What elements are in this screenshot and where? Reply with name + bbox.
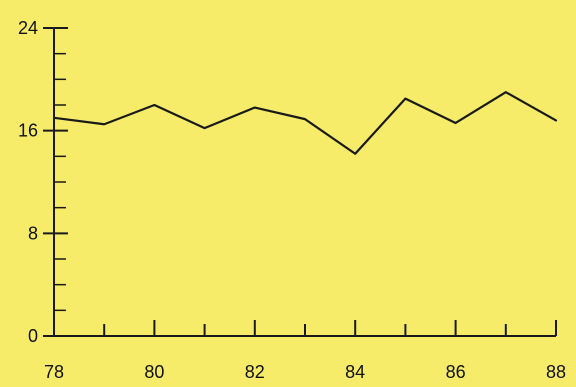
series-layer <box>52 91 558 155</box>
axes <box>53 28 556 337</box>
y-tick-label: 24 <box>18 18 38 38</box>
y-minor-ticks <box>54 52 66 312</box>
y-tick-labels: 0 8 16 24 <box>18 18 38 346</box>
x-tick-label: 88 <box>546 362 566 382</box>
x-tick-label: 82 <box>245 362 265 382</box>
x-tick-label: 86 <box>446 362 466 382</box>
y-tick-label: 0 <box>28 326 38 346</box>
x-tick-label: 84 <box>345 362 365 382</box>
x-tick-label: 78 <box>44 362 64 382</box>
y-tick-label: 16 <box>18 121 38 141</box>
x-tick-labels: 78 80 82 84 86 88 <box>44 362 566 382</box>
y-major-ticks <box>43 27 68 337</box>
y-tick-label: 8 <box>28 223 38 243</box>
series-line <box>52 91 558 155</box>
x-ticks <box>53 320 557 336</box>
x-tick-label: 80 <box>144 362 164 382</box>
